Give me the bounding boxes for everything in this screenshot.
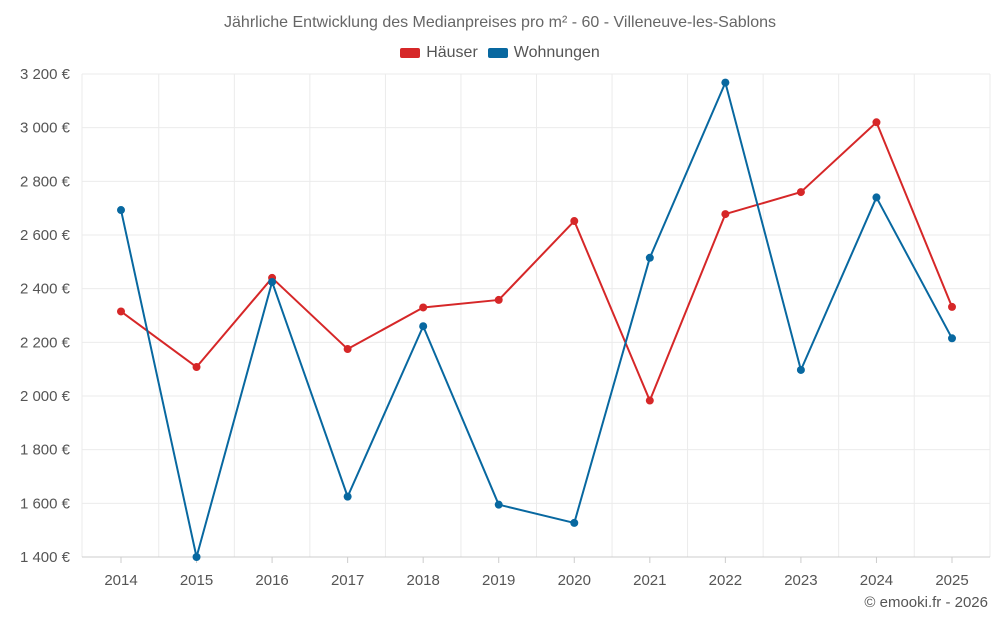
data-point-apartments (721, 78, 730, 87)
data-point-houses (645, 396, 654, 405)
legend-item-apartments[interactable]: Wohnungen (487, 44, 600, 62)
data-point-apartments (192, 553, 201, 561)
y-tick-label: 2 000 € (20, 388, 71, 405)
y-tick-label: 3 200 € (20, 66, 71, 83)
y-tick-label: 3 000 € (20, 120, 71, 137)
x-tick-label: 2024 (860, 572, 893, 589)
legend-label-houses: Häuser (426, 44, 478, 61)
x-tick-label: 2014 (104, 572, 137, 589)
y-tick-label: 1 400 € (20, 549, 71, 566)
x-tick-label: 2020 (558, 572, 591, 589)
y-tick-label: 2 400 € (20, 281, 71, 298)
data-point-apartments (948, 334, 956, 343)
data-point-apartments (268, 277, 277, 286)
data-point-apartments (494, 500, 503, 509)
x-tick-label: 2015 (180, 572, 213, 589)
data-points (117, 78, 956, 561)
data-point-apartments (343, 492, 352, 501)
data-point-apartments (570, 518, 579, 527)
x-tick-label: 2019 (482, 572, 515, 589)
data-point-apartments (796, 365, 805, 374)
chart-title: Jährliche Entwicklung des Medianpreises … (224, 14, 776, 31)
y-tick-label: 1 800 € (20, 442, 71, 459)
legend-swatch-houses (400, 48, 421, 58)
data-point-apartments (872, 193, 881, 202)
axes: 1 400 € 1 600 € 1 800 € 2 000 € 2 200 € 2 400… (20, 66, 990, 589)
x-tick-label: 2016 (255, 572, 288, 589)
grid (81, 73, 991, 558)
data-point-houses (570, 217, 579, 226)
legend: Häuser Wohnungen (0, 44, 1000, 62)
data-point-houses (343, 345, 352, 354)
data-point-houses (419, 303, 428, 312)
legend-label-apartments: Wohnungen (513, 44, 600, 61)
data-point-houses (192, 363, 201, 372)
y-tick-label: 2 800 € (20, 173, 71, 190)
data-point-houses (872, 118, 881, 127)
data-point-houses (948, 302, 956, 311)
legend-item-houses[interactable]: Häuser (400, 44, 478, 62)
data-point-houses (117, 307, 125, 316)
credit-text: © emooki.fr - 2026 (864, 594, 988, 611)
data-point-apartments (419, 322, 428, 331)
data-point-apartments (117, 206, 125, 215)
series-line-apartments (120, 81, 953, 558)
y-tick-label: 1 600 € (20, 495, 71, 512)
y-tick-label: 2 200 € (20, 334, 71, 351)
series-lines (120, 81, 953, 558)
legend-swatch-apartments (487, 48, 508, 58)
data-point-houses (494, 295, 503, 304)
x-tick-label: 2023 (784, 572, 817, 589)
data-point-houses (721, 210, 730, 219)
data-point-apartments (645, 253, 654, 262)
data-point-houses (796, 188, 805, 197)
y-tick-label: 2 600 € (20, 227, 71, 244)
x-tick-label: 2022 (709, 572, 742, 589)
x-tick-label: 2018 (406, 572, 439, 589)
x-tick-label: 2021 (633, 572, 666, 589)
x-tick-label: 2017 (331, 572, 364, 589)
series-line-houses (120, 121, 953, 402)
x-tick-label: 2025 (935, 572, 968, 589)
